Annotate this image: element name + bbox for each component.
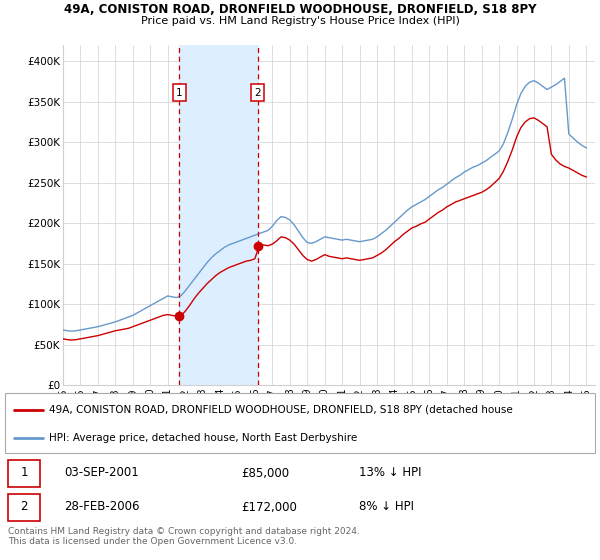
Bar	[8, 493, 40, 520]
Text: 8% ↓ HPI: 8% ↓ HPI	[359, 501, 414, 514]
Text: Contains HM Land Registry data © Crown copyright and database right 2024.
This d: Contains HM Land Registry data © Crown c…	[8, 527, 360, 547]
Text: 2: 2	[254, 87, 261, 97]
Text: 49A, CONISTON ROAD, DRONFIELD WOODHOUSE, DRONFIELD, S18 8PY: 49A, CONISTON ROAD, DRONFIELD WOODHOUSE,…	[64, 3, 536, 16]
Text: HPI: Average price, detached house, North East Derbyshire: HPI: Average price, detached house, Nort…	[49, 433, 358, 443]
Bar	[8, 460, 40, 487]
Text: 13% ↓ HPI: 13% ↓ HPI	[359, 466, 421, 479]
Text: £172,000: £172,000	[241, 501, 297, 514]
Text: Price paid vs. HM Land Registry's House Price Index (HPI): Price paid vs. HM Land Registry's House …	[140, 16, 460, 26]
Text: 28-FEB-2006: 28-FEB-2006	[64, 501, 139, 514]
Text: 1: 1	[176, 87, 182, 97]
Text: 2: 2	[20, 501, 28, 514]
Text: 49A, CONISTON ROAD, DRONFIELD WOODHOUSE, DRONFIELD, S18 8PY (detached house: 49A, CONISTON ROAD, DRONFIELD WOODHOUSE,…	[49, 405, 513, 415]
Bar	[179, 45, 258, 385]
Text: 03-SEP-2001: 03-SEP-2001	[64, 466, 139, 479]
Text: 1: 1	[20, 466, 28, 479]
Text: £85,000: £85,000	[241, 466, 289, 479]
